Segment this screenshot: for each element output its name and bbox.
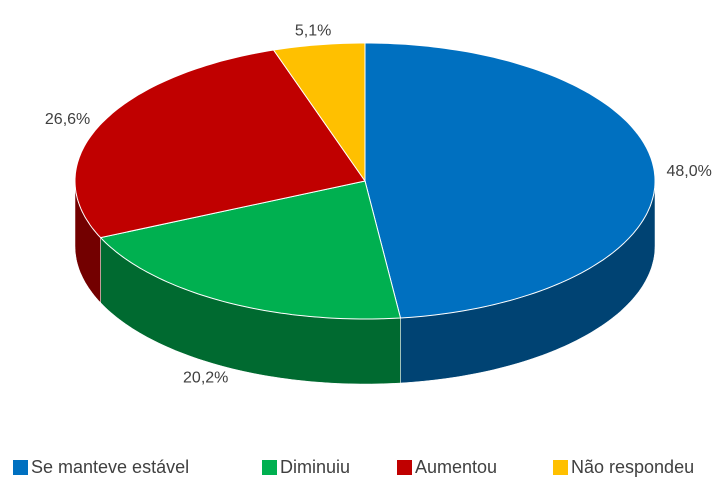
- legend-swatch: [262, 460, 277, 475]
- legend-label: Se manteve estável: [31, 457, 189, 477]
- data-label: 48,0%: [667, 163, 712, 180]
- pie-slice: [99, 180, 402, 320]
- legend-label: Aumentou: [415, 457, 497, 477]
- pie-slice: [272, 42, 366, 183]
- legend-swatch: [397, 460, 412, 475]
- pie-slice: [74, 49, 366, 239]
- legend-swatch: [13, 460, 28, 475]
- legend-swatch: [553, 460, 568, 475]
- legend-label: Não respondeu: [571, 457, 694, 477]
- data-label: 26,6%: [45, 111, 90, 128]
- data-label: 5,1%: [295, 22, 331, 39]
- pie-slice: [364, 42, 656, 319]
- legend-label: Diminuiu: [280, 457, 350, 477]
- data-label: 20,2%: [183, 370, 228, 387]
